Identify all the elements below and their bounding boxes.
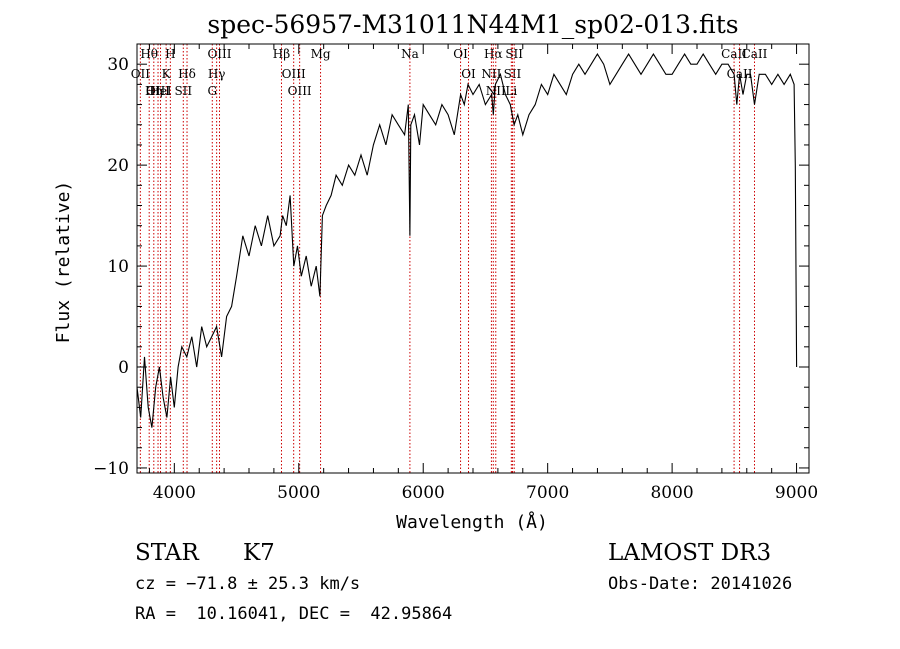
line-marker-label: OIII bbox=[207, 47, 231, 61]
object-type: STAR bbox=[135, 540, 199, 566]
line-marker-label: CaII bbox=[721, 47, 747, 61]
line-marker-label: OI bbox=[453, 47, 468, 61]
line-marker-label: Na bbox=[401, 47, 419, 61]
y-tick-label: −10 bbox=[93, 459, 129, 479]
line-marker-label: SII bbox=[505, 47, 523, 61]
line-marker-label: OIII bbox=[282, 67, 306, 81]
spectral-subclass: K7 bbox=[243, 540, 275, 566]
redshift-text: cz = −71.8 ± 25.3 km/s bbox=[135, 574, 361, 594]
y-axis-label: Flux (relative) bbox=[53, 181, 74, 344]
line-marker-label: Hα bbox=[484, 47, 503, 61]
obs-date: Obs-Date: 20141026 bbox=[608, 574, 793, 594]
line-marker-label: K bbox=[162, 67, 172, 81]
y-tick-label: 30 bbox=[107, 55, 129, 75]
chart-title: spec-56957-M31011N44M1_sp02-013.fits bbox=[207, 10, 738, 39]
line-marker-label: G bbox=[207, 84, 217, 98]
line-marker-label: OI bbox=[461, 67, 476, 81]
coordinates-text: RA = 10.16041, DEC = 42.95864 bbox=[135, 604, 453, 624]
x-tick-label: 6000 bbox=[402, 483, 445, 503]
line-marker-label: Mg bbox=[311, 47, 331, 61]
flux-series-line bbox=[136, 53, 798, 428]
line-marker-label: Hγ bbox=[208, 67, 226, 81]
x-tick-label: 4000 bbox=[153, 483, 196, 503]
line-marker-label: NII bbox=[486, 84, 506, 98]
line-marker-label: OII bbox=[131, 67, 151, 81]
x-tick-label: 9000 bbox=[775, 483, 818, 503]
x-tick-label: 7000 bbox=[526, 483, 569, 503]
line-marker-label: Li bbox=[505, 84, 517, 98]
y-tick-label: 0 bbox=[118, 358, 129, 378]
line-marker-label: HeI bbox=[149, 84, 172, 98]
line-marker-label: OIII bbox=[146, 84, 170, 98]
line-marker-label: Hδ bbox=[178, 67, 196, 81]
survey-name: LAMOST DR3 bbox=[608, 540, 772, 566]
line-marker-label: Hη bbox=[145, 84, 163, 98]
y-axis: −10 0 10 20 30 bbox=[93, 55, 809, 479]
line-marker-label: SII bbox=[174, 84, 192, 98]
line-marker-label: NII bbox=[481, 67, 501, 81]
x-axis: 4000 5000 6000 7000 8000 9000 bbox=[148, 44, 818, 503]
line-marker-label: Hθ bbox=[140, 47, 158, 61]
line-marker-label: CaII bbox=[742, 47, 768, 61]
line-marker-label: OIII bbox=[288, 84, 312, 98]
x-tick-label: 5000 bbox=[277, 483, 320, 503]
y-tick-label: 20 bbox=[107, 156, 129, 176]
plot-frame bbox=[136, 43, 810, 474]
line-marker-label: SII bbox=[504, 67, 522, 81]
x-axis-label: Wavelength (Å) bbox=[396, 511, 548, 533]
line-marker-label: Hβ bbox=[273, 47, 290, 61]
line-marker-label: H bbox=[165, 47, 175, 61]
y-tick-label: 10 bbox=[107, 257, 129, 277]
x-tick-label: 8000 bbox=[650, 483, 693, 503]
